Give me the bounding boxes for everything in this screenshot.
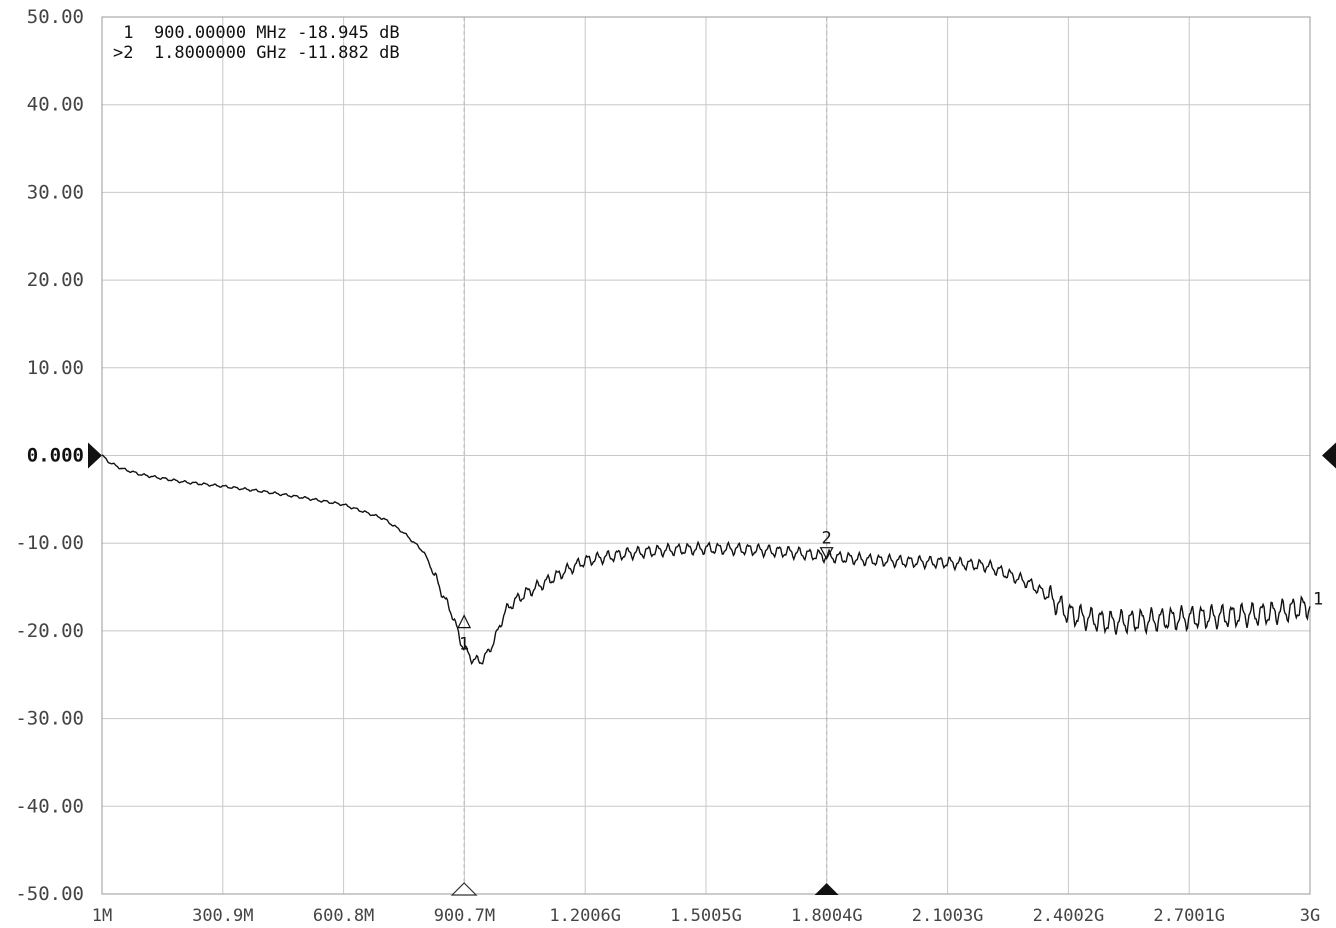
trace-label: 1 — [1313, 589, 1323, 609]
marker-1-label: 1 — [459, 635, 469, 655]
x-tick-label: 600.8M — [313, 906, 374, 926]
x-tick-label: 3G — [1300, 906, 1320, 926]
y-tick-label: -30.00 — [15, 708, 84, 730]
marker-readout-1: 1 900.00000 MHz -18.945 dB — [113, 23, 400, 43]
x-axis-ticks: 1M 300.9M 600.8M 900.7M 1.2006G 1.5005G 1.8004… — [92, 906, 1320, 926]
trace-line — [101, 454, 1311, 666]
y-tick-label: 20.00 — [27, 269, 84, 291]
x-tick-label: 2.1003G — [912, 906, 984, 926]
y-tick-label: -10.00 — [15, 532, 84, 554]
marker-2-triangle — [819, 547, 834, 560]
y-tick-label: -20.00 — [15, 620, 84, 642]
y-tick-label: -40.00 — [15, 795, 84, 817]
x-tick-label: 2.7001G — [1153, 906, 1225, 926]
y-tick-label: 0.000 — [27, 445, 84, 467]
x-tick-label: 300.9M — [192, 906, 253, 926]
ref-arrow-left — [88, 442, 102, 469]
marker-1-triangle — [457, 614, 472, 629]
reference-level-arrows — [88, 442, 1336, 469]
y-tick-label: -50.00 — [15, 883, 84, 905]
ref-arrow-right — [1322, 442, 1336, 469]
marker-2-label: 2 — [822, 529, 832, 549]
markers: 12 — [450, 529, 839, 896]
y-axis-ticks: 50.00 40.00 30.00 20.00 10.00 0.000 -10.00 -20.… — [15, 6, 84, 905]
x-tick-label: 900.7M — [434, 906, 495, 926]
x-tick-label: 1.5005G — [670, 906, 742, 926]
trace-end-label: 1 — [1313, 589, 1323, 609]
marker-lines — [463, 17, 828, 894]
x-tick-label: 1M — [92, 906, 112, 926]
y-tick-label: 30.00 — [27, 181, 84, 203]
y-tick-label: 50.00 — [27, 6, 84, 28]
y-tick-label: 10.00 — [27, 357, 84, 379]
y-tick-label: 40.00 — [27, 94, 84, 116]
x-tick-label: 1.2006G — [549, 906, 621, 926]
marker-1-axis-triangle — [450, 882, 478, 896]
marker-readouts: 1 900.00000 MHz -18.945 dB>2 1.8000000 G… — [113, 23, 400, 63]
x-tick-label: 1.8004G — [791, 906, 863, 926]
x-tick-label: 2.4002G — [1033, 906, 1105, 926]
marker-readout-2: >2 1.8000000 GHz -11.882 dB — [113, 43, 400, 63]
marker-2-axis-triangle — [814, 883, 839, 895]
